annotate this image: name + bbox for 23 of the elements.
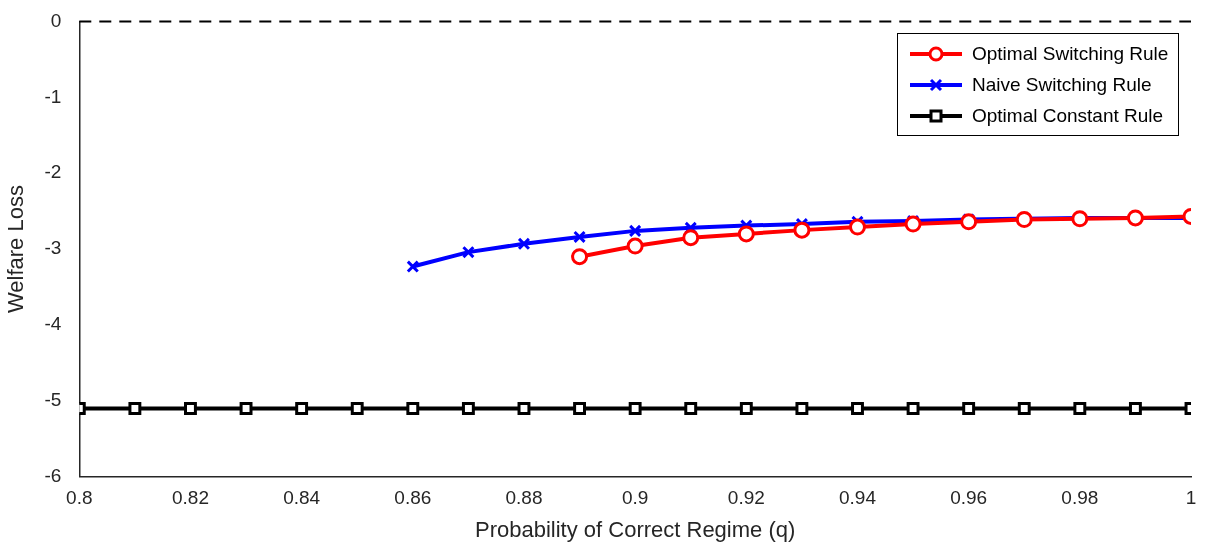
x-axis-title: Probability of Correct Regime (q) xyxy=(474,516,796,542)
x-tick-label: 0.94 xyxy=(839,487,877,509)
y-axis-title: Welfare Loss xyxy=(3,185,29,314)
y-tick-label: -5 xyxy=(44,389,62,411)
legend-label: Optimal Constant Rule xyxy=(972,104,1164,127)
x-tick-label: 0.98 xyxy=(1061,487,1099,509)
legend-label: Naive Switching Rule xyxy=(972,73,1152,96)
y-tick-label: -4 xyxy=(44,313,62,335)
x-tick-label: 0.96 xyxy=(950,487,988,509)
y-tick-label: -3 xyxy=(44,237,62,259)
x-tick-label: 1 xyxy=(1185,487,1197,509)
x-tick-label: 0.9 xyxy=(621,487,649,509)
x-tick-label: 0.86 xyxy=(394,487,432,509)
legend-label: Optimal Switching Rule xyxy=(972,42,1169,65)
x-tick-label: 0.92 xyxy=(727,487,765,509)
y-tick-label: 0 xyxy=(50,9,62,31)
y-tick-label: -1 xyxy=(44,85,62,107)
x-tick-label: 0.84 xyxy=(283,487,321,509)
x-tick-label: 0.82 xyxy=(171,487,209,509)
y-tick-label: -6 xyxy=(44,465,62,487)
x-tick-label: 0.88 xyxy=(505,487,543,509)
x-tick-label: 0.8 xyxy=(66,487,93,509)
y-tick-label: -2 xyxy=(44,161,62,183)
